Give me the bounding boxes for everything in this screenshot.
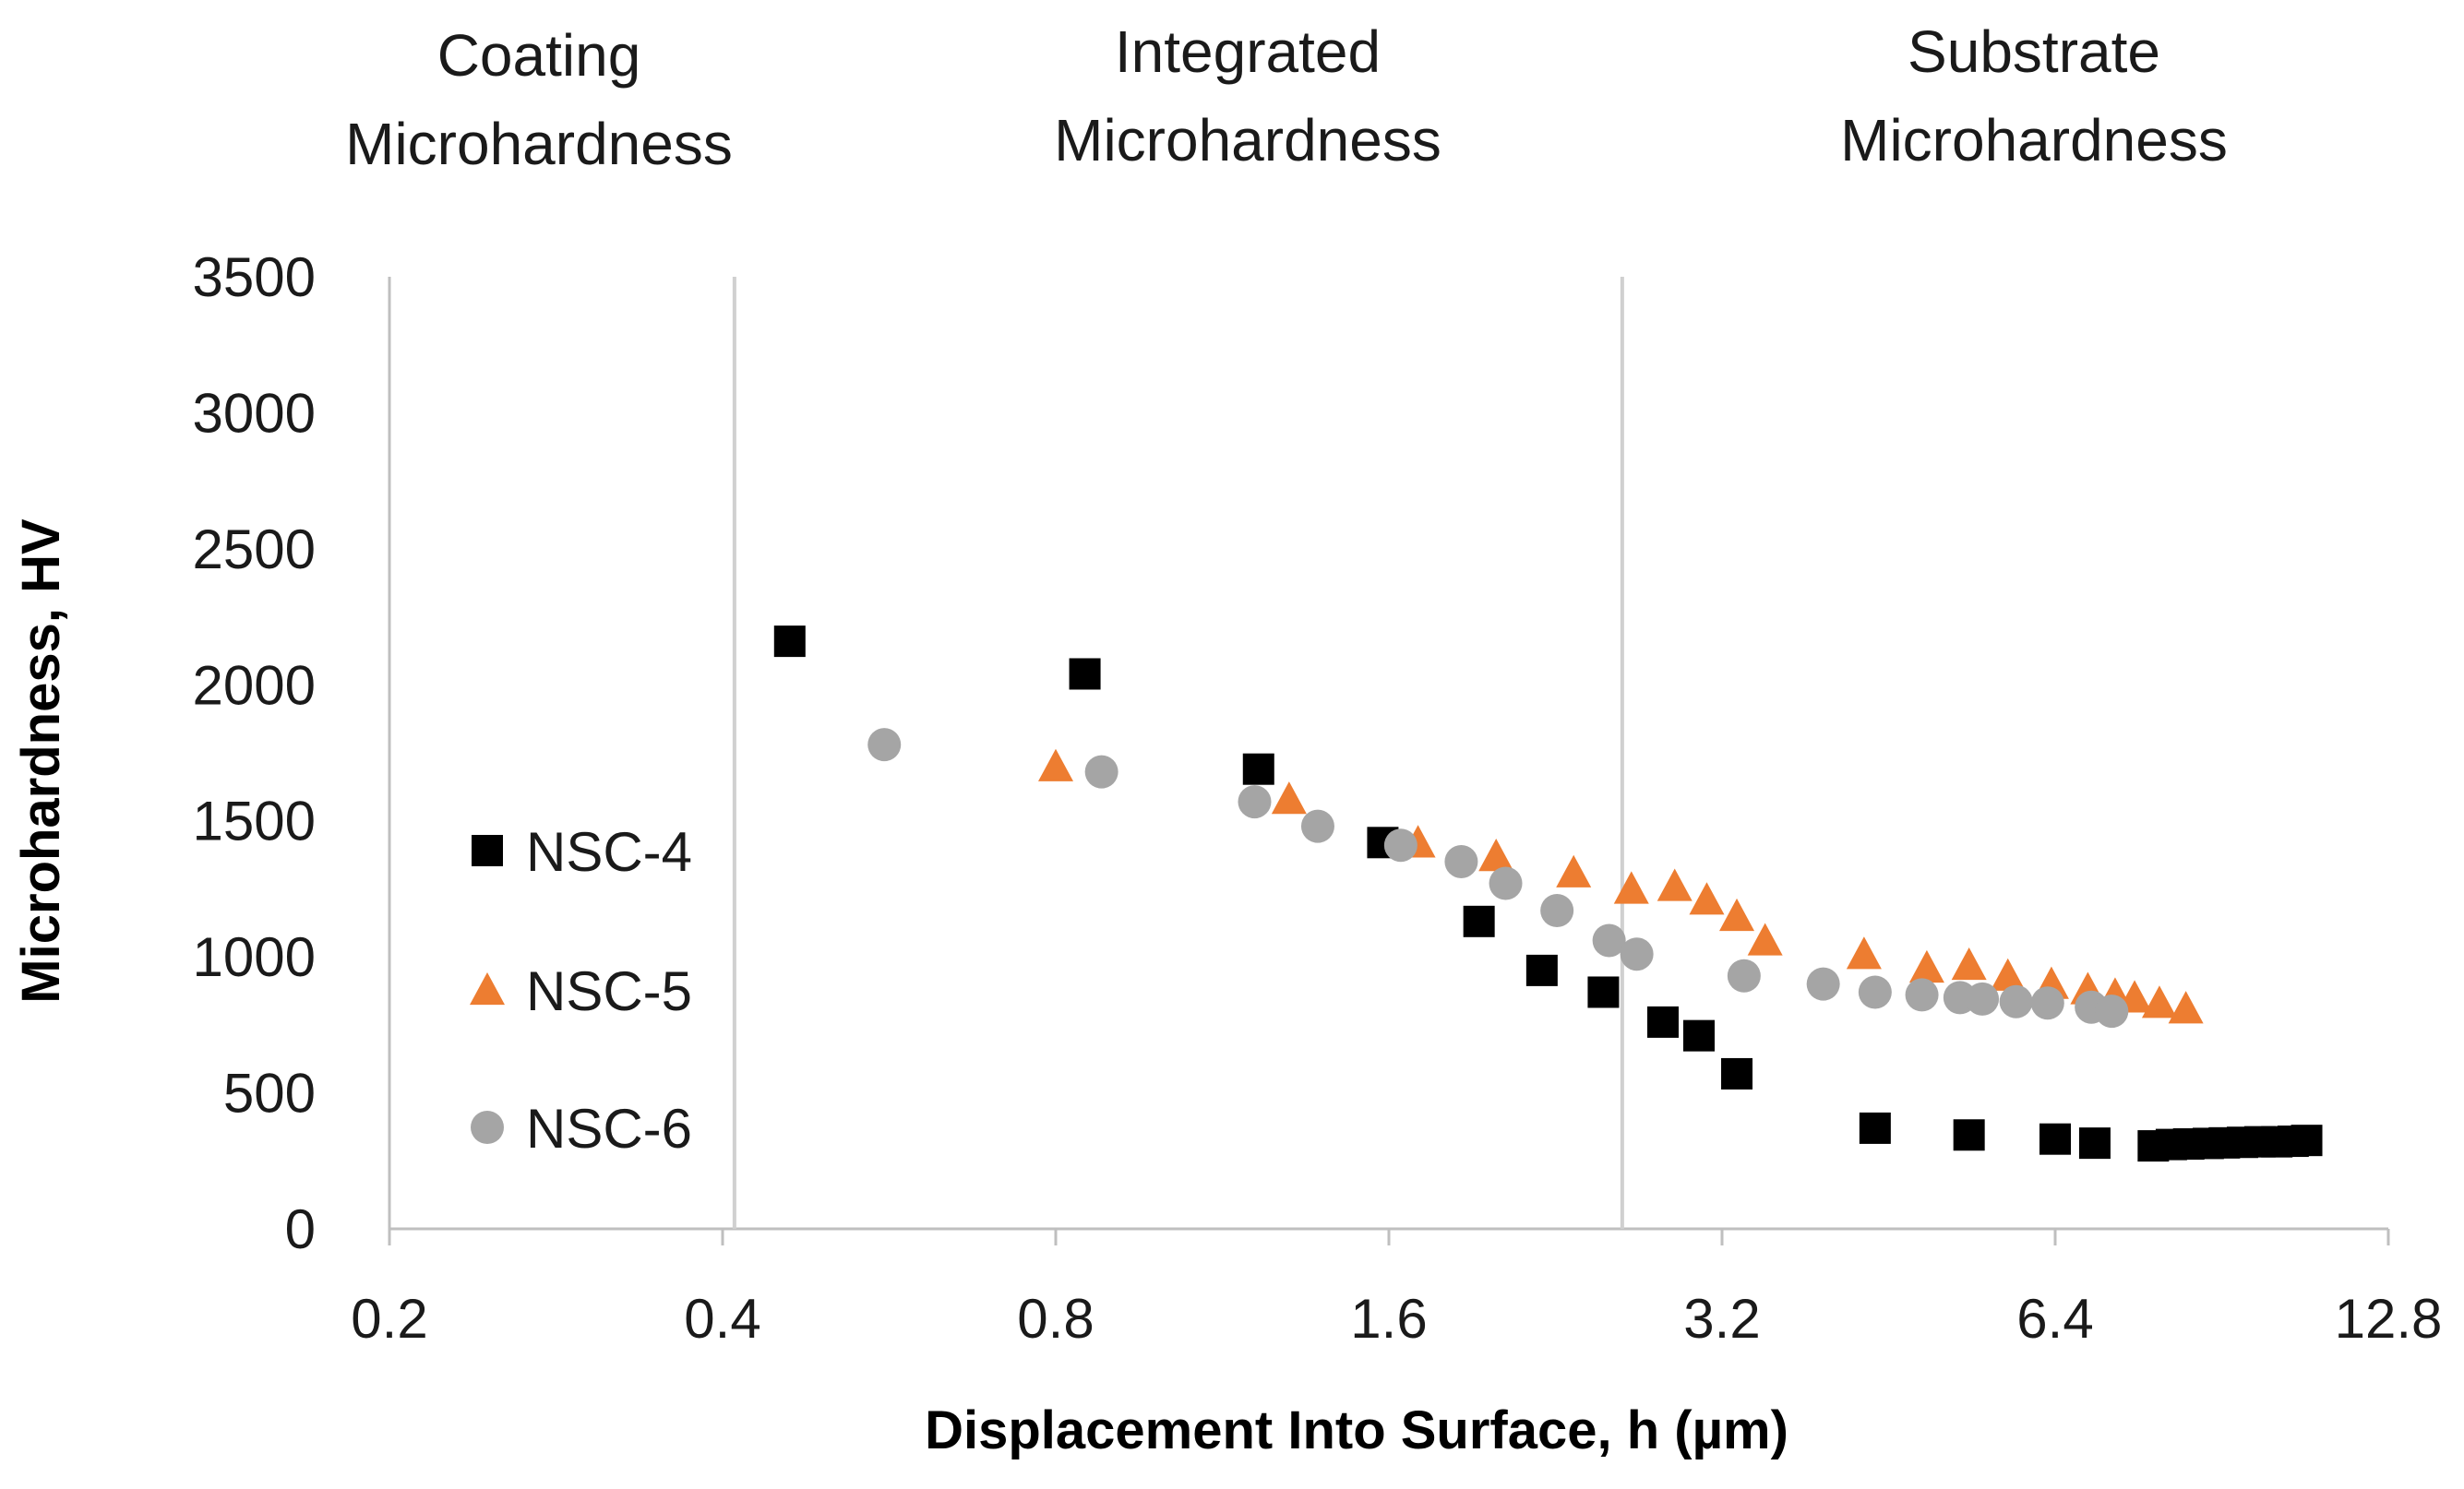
region-label-integrated-line1: Integrated	[1115, 18, 1381, 85]
series-nsc-6	[867, 728, 2129, 1029]
data-point-nsc-5	[1556, 854, 1592, 887]
y-tick-label: 3000	[193, 382, 316, 444]
data-point-nsc-5	[1689, 882, 1725, 915]
data-point-nsc-4	[1525, 954, 1558, 986]
region-label-integrated-line2: Microhardness	[1054, 107, 1441, 173]
data-point-nsc-5	[1908, 949, 1944, 983]
data-point-nsc-6	[1999, 984, 2033, 1018]
data-point-nsc-5	[1951, 947, 1987, 981]
data-point-nsc-4	[773, 625, 806, 658]
region-label-substrate-line1: Substrate	[1908, 18, 2160, 85]
data-point-nsc-6	[1084, 755, 1118, 789]
x-tick-label: 3.2	[1683, 1288, 1760, 1350]
x-tick-label: 1.6	[1350, 1288, 1427, 1350]
data-point-nsc-4	[1242, 753, 1274, 785]
data-point-nsc-6	[1238, 785, 1272, 819]
data-point-nsc-6	[1300, 809, 1334, 843]
region-label-substrate-line2: Microhardness	[1840, 107, 2228, 173]
data-point-nsc-5	[1038, 748, 1073, 781]
data-point-nsc-6	[1489, 866, 1523, 900]
data-point-nsc-5	[1657, 868, 1693, 901]
data-point-nsc-6	[1806, 967, 1840, 1001]
series-nsc-5	[1038, 748, 2204, 1024]
x-tick-label: 0.2	[351, 1288, 427, 1350]
data-point-nsc-5	[2141, 985, 2177, 1018]
data-point-nsc-4	[2291, 1125, 2323, 1157]
data-point-nsc-4	[1587, 976, 1620, 1008]
y-axis-title: Microhardness, HV	[11, 518, 71, 1004]
data-point-nsc-6	[1858, 975, 1892, 1009]
data-point-nsc-4	[1463, 905, 1495, 937]
x-tick-label: 6.4	[2016, 1288, 2093, 1350]
data-point-nsc-4	[1953, 1119, 1985, 1151]
data-point-nsc-4	[2078, 1127, 2111, 1160]
data-point-nsc-4	[1859, 1112, 1891, 1144]
data-point-nsc-6	[1592, 923, 1626, 958]
data-point-nsc-6	[1905, 978, 1939, 1012]
region-dividers	[732, 277, 1624, 1229]
region-label-coating-line2: Microhardness	[345, 111, 733, 177]
plot-area	[388, 277, 2388, 1231]
x-tick-label: 0.4	[684, 1288, 760, 1350]
data-point-nsc-6	[1540, 894, 1574, 928]
data-point-nsc-5	[1846, 936, 1882, 970]
y-tick-label: 0	[285, 1198, 316, 1260]
y-tick-label: 2500	[193, 518, 316, 580]
data-point-nsc-5	[2168, 991, 2204, 1024]
y-tick-label: 1500	[193, 791, 316, 852]
data-point-nsc-5	[1478, 839, 1514, 872]
data-point-nsc-6	[2030, 986, 2064, 1020]
data-point-nsc-5	[1271, 781, 1307, 815]
series-nsc-4	[773, 625, 2323, 1162]
region-label-coating-line1: Coating	[437, 22, 641, 89]
data-point-nsc-5	[1990, 958, 2026, 991]
data-point-nsc-5	[1747, 923, 1783, 956]
legend-marker-nsc-6	[471, 1111, 504, 1144]
region-labels: Coating Microhardness Integrated Microha…	[345, 18, 2228, 177]
y-axis-ticks: 0 500 1000 1500 2000 2500 3000 3500	[193, 246, 316, 1260]
legend: NSC-4 NSC-5 NSC-6	[470, 821, 692, 1160]
legend-marker-nsc-5	[470, 972, 505, 1006]
data-point-nsc-5	[1719, 898, 1755, 932]
data-point-nsc-4	[1721, 1057, 1753, 1090]
y-tick-label: 1000	[193, 926, 316, 988]
y-tick-label: 2000	[193, 654, 316, 716]
x-axis-title: Displacement Into Surface, h (µm)	[925, 1400, 1788, 1460]
legend-label-nsc-6: NSC-6	[526, 1098, 692, 1160]
x-axis-ticks: 0.2 0.4 0.8 1.6 3.2 6.4 12.8	[351, 1229, 2442, 1350]
data-point-nsc-4	[1647, 1006, 1680, 1038]
data-point-nsc-4	[2039, 1123, 2071, 1155]
data-point-nsc-6	[867, 728, 902, 762]
data-point-nsc-6	[1620, 937, 1654, 971]
data-point-nsc-6	[1444, 844, 1478, 878]
y-tick-label: 500	[223, 1063, 316, 1125]
data-point-nsc-6	[2095, 995, 2129, 1029]
data-point-nsc-5	[1613, 871, 1649, 904]
data-point-nsc-4	[1069, 658, 1101, 690]
data-point-nsc-6	[1966, 982, 2000, 1016]
x-tick-label: 0.8	[1017, 1288, 1094, 1350]
y-tick-label: 3500	[193, 246, 316, 308]
data-point-nsc-4	[1682, 1019, 1715, 1052]
legend-marker-nsc-4	[472, 835, 503, 866]
data-series	[773, 625, 2323, 1162]
legend-label-nsc-5: NSC-5	[526, 960, 692, 1022]
data-point-nsc-6	[1383, 828, 1417, 863]
data-point-nsc-6	[1727, 959, 1761, 993]
legend-label-nsc-4: NSC-4	[526, 821, 692, 883]
x-tick-label: 12.8	[2335, 1288, 2443, 1350]
